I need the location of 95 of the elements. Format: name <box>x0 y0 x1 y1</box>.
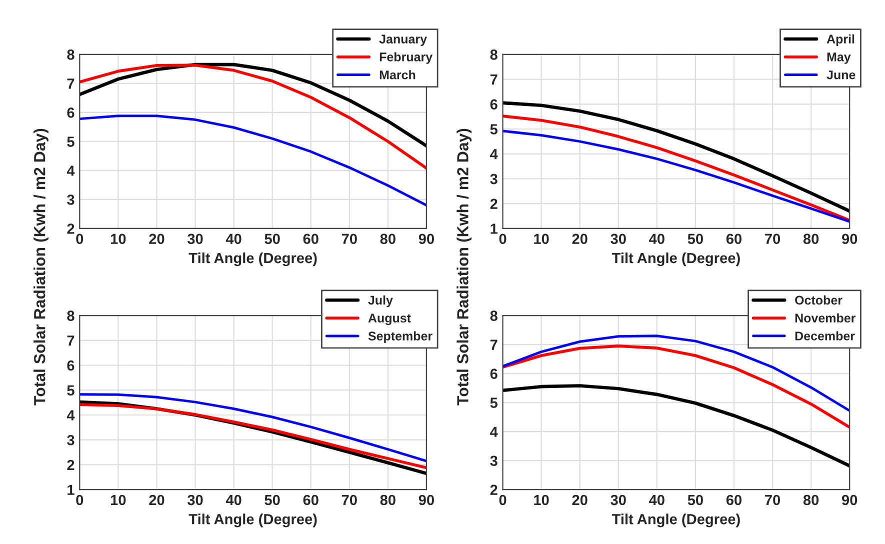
y-tick-label: 8 <box>67 50 74 60</box>
legend-label: May <box>827 52 851 64</box>
x-tick-label: 40 <box>649 494 664 506</box>
x-tick-label: 20 <box>149 494 164 506</box>
y-tick-label: 1 <box>68 484 74 495</box>
y-tick-label: 3 <box>490 174 498 184</box>
y-tick-label: 5 <box>490 398 498 408</box>
x-axis-title: Tilt Angle (Degree) <box>188 514 317 528</box>
x-tick-label: 50 <box>688 234 703 244</box>
x-tick-label: 70 <box>765 234 780 244</box>
x-tick-label: 70 <box>342 234 357 244</box>
legend-label: December <box>795 331 855 340</box>
legend-label: March <box>380 70 416 80</box>
x-tick-label: 10 <box>534 234 549 244</box>
x-tick-label: 50 <box>264 494 280 506</box>
x-tick-label: 70 <box>765 494 780 506</box>
x-tick-label: 80 <box>380 234 396 244</box>
y-tick-label: 2 <box>490 484 498 495</box>
legend-label: February <box>380 52 432 64</box>
x-tick-label: 10 <box>534 494 549 506</box>
y-tick-label: 6 <box>67 360 74 371</box>
legend-label: January <box>379 34 427 46</box>
y-tick-label: 1 <box>490 224 498 234</box>
y-tick-label: 2 <box>67 224 74 234</box>
x-tick-label: 60 <box>726 234 742 244</box>
line-series <box>80 62 426 148</box>
line-series <box>502 101 850 213</box>
x-tick-label: 60 <box>726 494 742 506</box>
x-tick-label: 30 <box>187 494 203 506</box>
legend-label: August <box>368 314 411 326</box>
legend-label: April <box>826 34 854 46</box>
x-tick-label: 30 <box>610 494 626 506</box>
y-tick-label: 6 <box>490 368 498 379</box>
x-tick-label: 80 <box>803 234 819 244</box>
x-tick-label: 0 <box>499 494 506 506</box>
x-tick-label: 0 <box>76 234 84 244</box>
x-tick-label: 40 <box>649 234 664 244</box>
x-tick-label: 70 <box>342 494 357 506</box>
x-axis-title: Tilt Angle (Degree) <box>612 252 740 266</box>
x-axis-title: Tilt Angle (Degree) <box>188 252 317 266</box>
y-tick-label: 7 <box>67 78 74 89</box>
y-tick-label: 7 <box>67 336 74 346</box>
y-tick-label: 3 <box>67 194 74 205</box>
x-tick-label: 40 <box>226 494 242 506</box>
y-tick-label: 6 <box>490 99 498 110</box>
y-tick-label: 4 <box>66 410 75 420</box>
x-tick-label: 30 <box>187 234 203 244</box>
y-tick-label: 3 <box>67 434 74 446</box>
x-tick-label: 20 <box>572 494 588 506</box>
x-tick-label: 60 <box>303 494 318 506</box>
x-tick-label: 10 <box>110 494 126 506</box>
y-tick-label: 5 <box>490 124 498 134</box>
x-tick-label: 0 <box>76 494 84 506</box>
x-tick-label: 10 <box>110 234 126 244</box>
x-tick-label: 80 <box>803 494 819 506</box>
y-tick-label: 8 <box>490 50 498 60</box>
y-axis-title: Total Solar Radiation (Kwh / m2 Day) <box>34 128 48 406</box>
x-tick-label: 50 <box>688 494 703 506</box>
x-axis-title: Tilt Angle (Degree) <box>612 514 740 528</box>
x-tick-label: 90 <box>418 494 434 506</box>
line-series <box>502 344 850 429</box>
legend-label: October <box>795 295 842 305</box>
line-series <box>80 64 426 170</box>
legend-label: November <box>795 313 856 323</box>
y-axis-title: Total Solar Radiation (Kwh / m2 Day) <box>456 128 472 406</box>
x-tick-label: 90 <box>418 234 434 244</box>
y-tick-label: 6 <box>67 108 74 118</box>
legend-label: September <box>368 331 432 343</box>
x-tick-label: 90 <box>842 234 858 244</box>
legend-label: July <box>368 295 393 308</box>
y-tick-label: 7 <box>490 340 498 350</box>
y-tick-label: 3 <box>490 456 498 466</box>
line-series <box>502 384 850 468</box>
y-tick-label: 8 <box>67 310 74 321</box>
y-tick-label: 4 <box>66 166 75 176</box>
x-tick-label: 40 <box>226 234 242 244</box>
y-tick-label: 4 <box>490 149 498 160</box>
y-tick-label: 5 <box>67 136 74 147</box>
line-series <box>80 114 426 207</box>
y-tick-label: 5 <box>67 385 74 396</box>
y-tick-label: 4 <box>490 426 498 437</box>
x-tick-label: 30 <box>610 234 626 244</box>
y-tick-label: 2 <box>490 198 498 209</box>
x-tick-label: 20 <box>149 234 164 244</box>
x-tick-label: 60 <box>303 234 318 244</box>
y-tick-label: 7 <box>490 74 498 85</box>
line-series <box>80 393 426 462</box>
legend-label: June <box>826 70 856 80</box>
x-tick-label: 0 <box>499 234 506 244</box>
x-tick-label: 50 <box>264 234 280 244</box>
x-tick-label: 90 <box>842 494 858 506</box>
y-tick-label: 2 <box>67 460 74 470</box>
x-tick-label: 20 <box>572 234 588 244</box>
x-tick-label: 80 <box>380 494 396 506</box>
y-tick-label: 8 <box>490 310 498 321</box>
